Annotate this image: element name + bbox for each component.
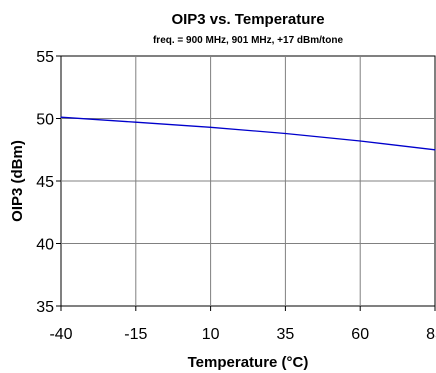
y-tick-label: 55 — [36, 49, 54, 66]
data-point — [434, 149, 436, 151]
y-tick-label: 40 — [36, 237, 54, 254]
x-tick-label: 60 — [351, 326, 369, 343]
chart-subtitle: freq. = 900 MHz, 901 MHz, +17 dBm/tone — [153, 35, 343, 46]
x-tick-label: 85 — [426, 326, 436, 343]
y-tick-label: 50 — [36, 112, 54, 129]
y-tick-label: 35 — [36, 299, 54, 316]
grid — [56, 55, 436, 311]
data-point — [359, 140, 361, 142]
y-tick-labels: 35 40 45 50 55 — [36, 49, 54, 316]
x-tick-labels: -40 -15 10 35 60 85 — [49, 326, 436, 343]
data-point — [135, 121, 137, 123]
data-point — [284, 132, 286, 135]
x-tick-label: 10 — [202, 326, 220, 343]
chart-title: OIP3 vs. Temperature — [171, 11, 324, 28]
y-tick-label: 45 — [36, 174, 54, 191]
x-tick-label: -40 — [49, 326, 72, 343]
data-point — [210, 126, 212, 128]
y-axis-title: OIP3 (dBm) — [9, 140, 26, 222]
x-tick-label: 35 — [277, 326, 295, 343]
x-tick-label: -15 — [124, 326, 147, 343]
series-layer — [60, 116, 436, 151]
data-point — [60, 116, 62, 118]
oip3-series-line — [60, 116, 436, 151]
x-axis-title: Temperature (°C) — [188, 354, 309, 371]
